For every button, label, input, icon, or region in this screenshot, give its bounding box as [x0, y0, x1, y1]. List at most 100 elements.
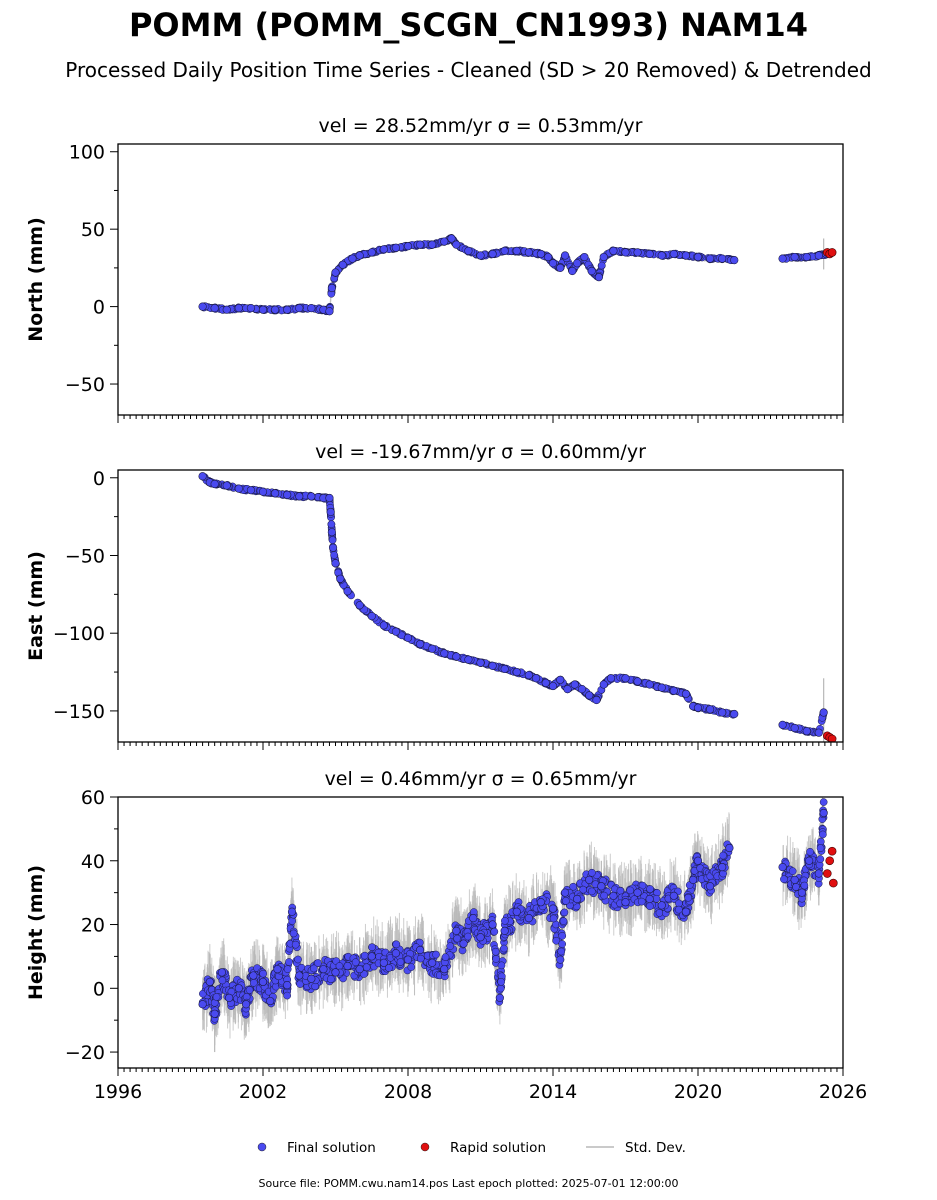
y-tick-label: 60	[81, 787, 105, 809]
final-solution-point	[307, 304, 316, 313]
final-solution-point	[730, 256, 739, 265]
final-solution-point	[336, 574, 345, 583]
x-tick-label: 2014	[529, 1081, 577, 1103]
final-solution-point	[512, 667, 521, 677]
final-solution-point	[415, 639, 425, 649]
final-solution-point	[325, 307, 334, 316]
final-solution-point	[669, 686, 678, 695]
final-solution-point	[459, 939, 468, 948]
final-solution-point	[524, 248, 533, 257]
final-solution-point	[681, 689, 691, 698]
final-solution-point	[464, 932, 472, 941]
final-solution-point	[266, 996, 275, 1006]
final-solution-point	[314, 959, 322, 967]
final-solution-point	[403, 955, 413, 964]
final-solution-point	[669, 249, 678, 259]
legend-label: Final solution	[287, 1140, 376, 1156]
final-solution-point	[797, 888, 807, 897]
final-solution-point	[501, 916, 509, 925]
final-solution-point	[360, 951, 369, 960]
final-solution-point	[355, 601, 364, 610]
final-solution-point	[241, 1000, 251, 1009]
x-tick-label: 2008	[384, 1081, 432, 1103]
final-solution-point	[273, 965, 282, 974]
final-solution-point	[367, 952, 376, 961]
final-solution-point	[198, 302, 207, 311]
rapid-solution-point	[827, 846, 837, 856]
y-tick-label: 50	[81, 219, 105, 241]
final-solution-point	[217, 968, 227, 977]
final-solution-point	[428, 240, 437, 249]
y-axis-label: North (mm)	[25, 217, 47, 342]
y-tick-label: 40	[81, 851, 105, 873]
final-solution-point	[684, 893, 693, 902]
final-solution-point	[816, 844, 825, 853]
final-solution-point	[210, 479, 219, 489]
final-solution-point	[328, 543, 338, 552]
final-solution-point	[469, 914, 478, 923]
final-solution-point	[730, 709, 739, 719]
final-solution-point	[355, 965, 364, 974]
final-solution-point	[403, 633, 413, 642]
final-solution-point	[283, 981, 292, 990]
final-solution-point	[609, 246, 618, 255]
final-solution-point	[295, 492, 304, 501]
final-solution-point	[500, 926, 509, 936]
final-solution-point	[492, 955, 500, 963]
final-solution-point	[719, 851, 727, 860]
final-solution-point	[500, 664, 509, 674]
final-solution-point	[780, 875, 788, 884]
final-solution-point	[407, 963, 416, 971]
final-solution-point	[283, 490, 292, 499]
final-solution-point	[441, 953, 450, 961]
final-solution-point	[599, 252, 608, 262]
final-solution-point	[580, 252, 589, 262]
x-tick-label: 2002	[239, 1081, 287, 1103]
final-solution-point	[331, 268, 340, 277]
final-solution-point	[367, 248, 376, 257]
final-solution-point	[512, 246, 521, 255]
final-solution-point	[283, 991, 292, 1000]
final-solution-point	[328, 536, 337, 544]
final-solution-point	[225, 993, 234, 1002]
final-solution-point	[270, 305, 280, 314]
final-solution-point	[646, 885, 654, 893]
final-solution-point	[645, 680, 654, 689]
final-solution-point	[778, 720, 787, 730]
final-solution-point	[246, 304, 256, 313]
plot-area-panel-2	[198, 472, 837, 742]
final-solution-point	[652, 894, 661, 903]
y-tick-label: 0	[93, 978, 105, 1000]
final-solution-point	[283, 965, 292, 974]
final-solution-point	[705, 882, 715, 891]
y-axis-label: East (mm)	[25, 551, 47, 661]
final-solution-point	[343, 587, 352, 596]
final-solution-point	[621, 248, 630, 257]
legend-label: Std. Dev.	[625, 1140, 686, 1156]
final-solution-point	[705, 705, 715, 714]
final-solution-point	[790, 723, 799, 733]
final-solution-point	[283, 305, 292, 314]
final-solution-point	[379, 245, 388, 254]
source-footer: Source file: POMM.cwu.nam14.pos Last epo…	[258, 1177, 679, 1190]
x-tick-label: 2020	[674, 1081, 722, 1103]
final-solution-point	[560, 908, 569, 917]
final-solution-point	[531, 674, 541, 683]
final-solution-point	[633, 248, 642, 257]
final-solution-point	[585, 691, 594, 700]
final-solution-point	[338, 260, 347, 269]
final-solution-point	[330, 551, 338, 559]
final-solution-point	[249, 978, 258, 987]
final-solution-point	[327, 520, 336, 529]
final-solution-point	[814, 251, 823, 260]
y-tick-label: 20	[81, 915, 105, 937]
final-solution-point	[524, 671, 533, 680]
legend-marker	[420, 1142, 430, 1152]
final-solution-point	[432, 950, 440, 959]
final-solution-point	[258, 977, 268, 987]
final-solution-point	[778, 863, 787, 872]
y-tick-label: −150	[53, 701, 105, 723]
final-solution-point	[818, 830, 827, 839]
final-solution-point	[560, 888, 570, 897]
final-solution-point	[234, 304, 243, 313]
